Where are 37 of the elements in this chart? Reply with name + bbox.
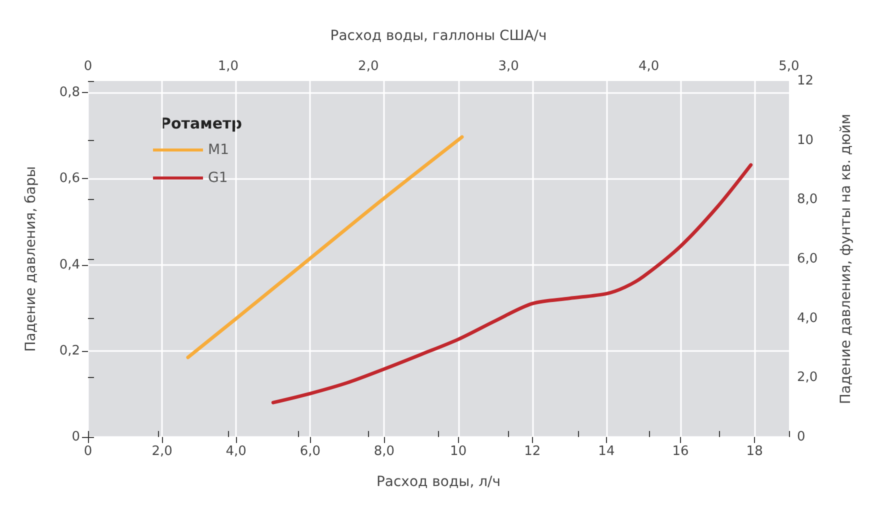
x-tick-label: 2,0 xyxy=(152,444,172,459)
x-tick-label: 8,0 xyxy=(374,444,395,459)
x2-tick-label: 1,0 xyxy=(218,59,239,74)
x-axis-title: Расход воды, л/ч xyxy=(376,474,501,490)
y2-tick-label: 12 xyxy=(797,74,814,88)
y2-tick-label: 6,0 xyxy=(797,252,818,266)
legend-title: Ротаметр xyxy=(160,114,242,132)
x-tick-label: 10 xyxy=(450,444,467,459)
x-tick-label: 12 xyxy=(524,444,541,459)
x-tick-label: 6,0 xyxy=(300,444,321,459)
x2-tick-label: 2,0 xyxy=(358,59,379,74)
y-tick-label: 0,2 xyxy=(59,343,80,358)
y2-tick-label: 0 xyxy=(797,430,806,444)
x2-axis-title: Расход воды, галлоны США/ч xyxy=(330,28,547,44)
y-tick-label: 0,8 xyxy=(59,85,80,100)
y-axis-title: Падение давления, бары xyxy=(23,166,39,352)
x2-tick-label: 5,0 xyxy=(778,59,800,74)
line-series xyxy=(271,163,753,404)
y2-axis-title: Падение давления, фунты на кв. дюйм xyxy=(838,114,854,404)
x-tick-label: 4,0 xyxy=(226,444,246,459)
x-tick-label: 14 xyxy=(598,444,615,459)
x2-tick-label: 3,0 xyxy=(498,59,519,74)
y-tick-label: 0,6 xyxy=(59,171,80,186)
legend-label: G1 xyxy=(208,170,228,186)
x-tick-label: 18 xyxy=(746,444,763,459)
x2-tick-label: 0 xyxy=(84,59,92,74)
x2-tick-label: 4,0 xyxy=(638,59,660,74)
y2-tick-label: 4,0 xyxy=(797,310,818,326)
y-tick-label: 0 xyxy=(72,430,80,444)
x-tick-label: 16 xyxy=(672,444,689,459)
y2-tick-label: 8,0 xyxy=(797,192,818,208)
y2-tick-label: 2,0 xyxy=(797,370,818,386)
legend-label: M1 xyxy=(208,142,229,158)
line-series xyxy=(186,135,464,360)
x-tick-label: 0 xyxy=(84,444,92,459)
y-tick-label: 0,4 xyxy=(59,257,80,272)
y2-tick-label: 10 xyxy=(797,132,814,148)
